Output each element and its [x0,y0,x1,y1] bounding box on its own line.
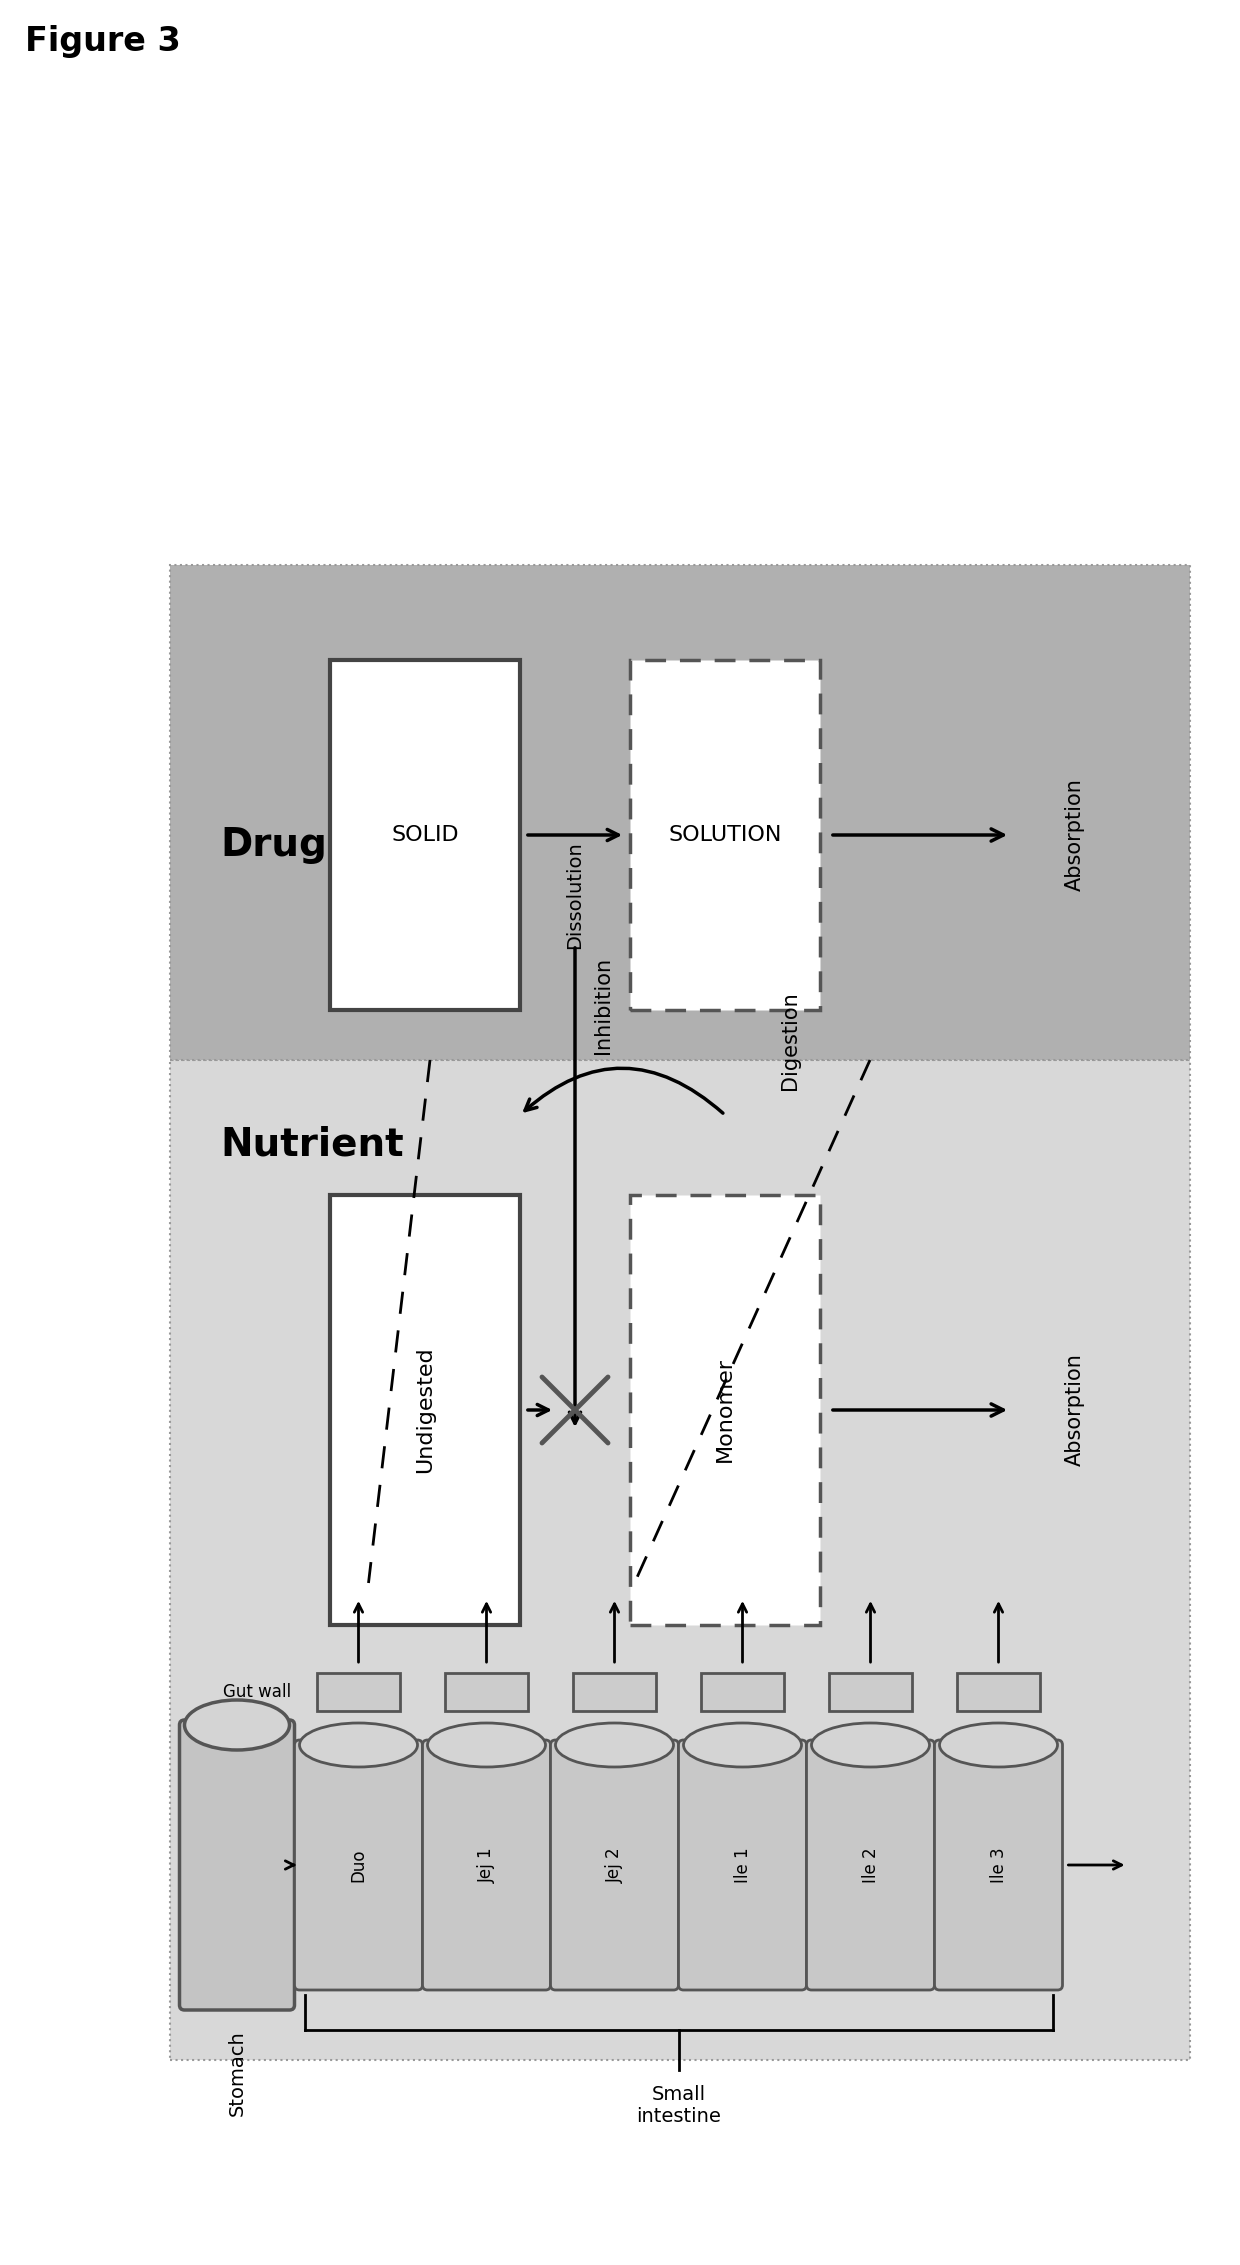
Text: Stomach: Stomach [227,2029,247,2116]
Text: Gut wall: Gut wall [223,1683,291,1701]
Bar [630,1196,820,1624]
Text: Inhibition: Inhibition [593,956,613,1053]
Text: Dissolution: Dissolution [565,840,584,949]
Ellipse shape [428,1724,546,1767]
Ellipse shape [940,1724,1058,1767]
Text: Drug: Drug [219,827,327,863]
Text: SOLID: SOLID [391,824,459,845]
Bar [330,659,520,1010]
Bar [330,1196,520,1624]
FancyBboxPatch shape [423,1740,551,1991]
Text: Figure 3: Figure 3 [25,25,181,59]
Text: Absorption: Absorption [1065,779,1085,892]
Ellipse shape [683,1724,801,1767]
Ellipse shape [185,1701,289,1751]
Text: Jej 2: Jej 2 [605,1848,624,1882]
Ellipse shape [811,1724,930,1767]
Ellipse shape [300,1724,418,1767]
Bar [170,564,1190,1060]
Bar [445,1674,528,1710]
Text: SOLUTION: SOLUTION [668,824,781,845]
Text: Ile 2: Ile 2 [862,1848,879,1882]
Bar [573,1674,656,1710]
Text: Ile 1: Ile 1 [734,1848,751,1882]
Text: Nutrient: Nutrient [219,1126,404,1164]
Bar [701,1674,784,1710]
FancyBboxPatch shape [678,1740,806,1991]
Text: Small
intestine: Small intestine [636,2086,720,2127]
Text: Absorption: Absorption [1065,1354,1085,1465]
Text: Undigested: Undigested [415,1348,435,1472]
Text: Duo: Duo [350,1848,367,1882]
Bar [830,1674,911,1710]
Ellipse shape [556,1724,673,1767]
FancyBboxPatch shape [935,1740,1063,1991]
Bar [317,1674,399,1710]
Text: Monomer: Monomer [715,1357,735,1463]
Text: Digestion: Digestion [780,992,800,1089]
Bar [170,1060,1190,2059]
FancyBboxPatch shape [295,1740,423,1991]
Bar [957,1674,1040,1710]
FancyBboxPatch shape [551,1740,678,1991]
FancyBboxPatch shape [180,1719,295,2009]
Text: Jej 1: Jej 1 [477,1848,496,1882]
Text: Ile 3: Ile 3 [990,1848,1007,1882]
Bar [630,659,820,1010]
FancyBboxPatch shape [806,1740,935,1991]
